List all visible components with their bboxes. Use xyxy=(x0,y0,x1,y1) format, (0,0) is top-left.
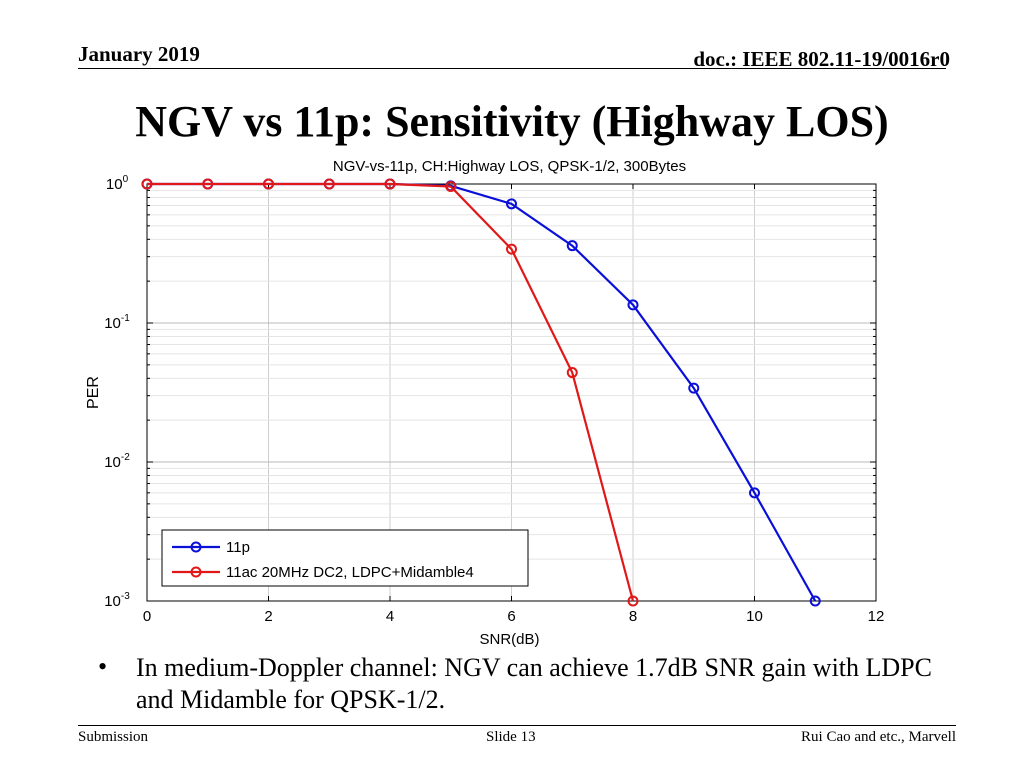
header-doc-id: doc.: IEEE 802.11-19/0016r0 xyxy=(693,47,950,71)
x-tick-label: 4 xyxy=(386,608,394,625)
series-2-point xyxy=(263,178,274,190)
legend-marker-1 xyxy=(190,541,202,553)
series-2-point xyxy=(506,243,517,255)
footer-slide-number: Slide 13 xyxy=(486,729,536,745)
legend: 11p 11ac 20MHz DC2, LDPC+Midamble4 xyxy=(161,529,529,587)
series-2-point xyxy=(384,178,396,190)
x-tick-label: 0 xyxy=(143,608,151,625)
series-2-point xyxy=(445,180,457,192)
series-2-point xyxy=(627,595,639,607)
y-tick-label: 10-1 xyxy=(104,313,130,332)
legend-box xyxy=(161,529,529,587)
footer-divider xyxy=(78,725,956,726)
x-tick-label: 6 xyxy=(507,608,515,625)
series-1-point xyxy=(809,595,821,607)
legend-label-2: 11ac 20MHz DC2, LDPC+Midamble4 xyxy=(226,564,474,581)
series-1-point xyxy=(566,240,578,252)
series-1-point xyxy=(749,487,760,499)
x-tick-label: 8 xyxy=(629,608,637,625)
series-2-point xyxy=(141,178,153,190)
y-axis-label: PER xyxy=(85,376,102,409)
y-tick-label: 10-2 xyxy=(104,452,130,471)
series-line-2 xyxy=(147,182,635,602)
series-2-point xyxy=(323,178,335,190)
header-date: January 2019 xyxy=(78,42,200,66)
y-tick-label: 10-3 xyxy=(104,591,130,610)
bullet-marker: • xyxy=(98,652,108,681)
series-group xyxy=(141,178,821,607)
slide-title: NGV vs 11p: Sensitivity (Highway LOS) xyxy=(135,97,889,146)
y-tick-label: 100 xyxy=(106,174,129,193)
series-1-point xyxy=(627,299,639,311)
footer-author: Rui Cao and etc., Marvell xyxy=(801,729,956,745)
series-2-point xyxy=(202,178,214,190)
legend-marker-2 xyxy=(190,566,202,578)
bullet-text: In medium-Doppler channel: NGV can achie… xyxy=(136,653,932,714)
header-divider xyxy=(78,68,946,69)
series-1-point xyxy=(506,198,517,210)
x-tick-label: 12 xyxy=(868,608,885,625)
x-axis-label: SNR(dB) xyxy=(479,631,539,648)
chart-title: NGV-vs-11p, CH:Highway LOS, QPSK-1/2, 30… xyxy=(333,158,686,175)
series-2-point xyxy=(566,367,578,379)
footer-submission: Submission xyxy=(78,729,149,745)
x-tick-label: 2 xyxy=(264,608,272,625)
x-tick-label: 10 xyxy=(746,608,763,625)
series-1-point xyxy=(688,382,700,394)
legend-label-1: 11p xyxy=(226,539,250,556)
